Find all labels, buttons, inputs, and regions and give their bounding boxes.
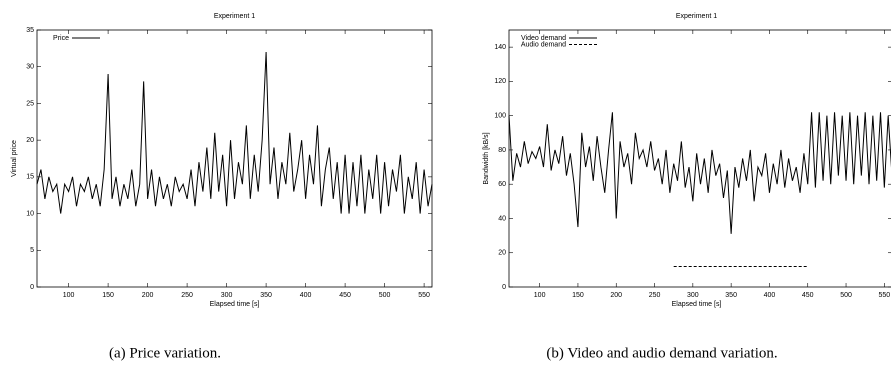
x-tick-label: 500	[840, 292, 852, 299]
y-tick-label: 35	[26, 27, 34, 34]
x-tick-label: 500	[379, 292, 391, 299]
x-tick-label: 350	[260, 292, 272, 299]
x-tick-label: 300	[687, 292, 699, 299]
y-tick-label: 100	[494, 113, 506, 120]
x-tick-label: 250	[181, 292, 193, 299]
y-tick-label: 40	[498, 215, 506, 222]
y-tick-label: 30	[26, 64, 34, 71]
y-tick-label: 140	[494, 44, 506, 51]
chart-title: Experiment 1	[214, 13, 255, 20]
chart-title: Experiment 1	[676, 13, 717, 20]
x-tick-label: 150	[572, 292, 584, 299]
x-tick-label: 300	[221, 292, 233, 299]
x-axis-label: Elapsed time [s]	[672, 301, 722, 308]
x-tick-label: 200	[142, 292, 154, 299]
x-tick-label: 550	[878, 292, 890, 299]
x-tick-label: 100	[63, 292, 75, 299]
series-line	[36, 52, 433, 214]
x-axis-label: Elapsed time [s]	[210, 301, 260, 308]
y-tick-label: 20	[26, 137, 34, 144]
y-tick-label: 25	[26, 100, 34, 107]
x-tick-label: 150	[102, 292, 114, 299]
y-tick-label: 10	[26, 210, 34, 217]
x-tick-label: 450	[339, 292, 351, 299]
legend-label: Audio demand	[521, 41, 566, 48]
y-tick-label: 15	[26, 174, 34, 181]
caption: (a) Price variation.	[109, 345, 221, 361]
x-tick-label: 450	[802, 292, 814, 299]
x-tick-label: 250	[649, 292, 661, 299]
plot-frame	[508, 29, 891, 288]
x-tick-label: 350	[725, 292, 737, 299]
x-tick-label: 400	[764, 292, 776, 299]
y-axis-label: Virtual price	[11, 140, 18, 177]
legend-label: Video demand	[521, 35, 566, 42]
caption: (b) Video and audio demand variation.	[546, 345, 777, 361]
y-tick-label: 20	[498, 250, 506, 257]
y-axis-label: Bandwidth [kB/s]	[483, 132, 490, 184]
x-tick-label: 550	[418, 292, 430, 299]
y-tick-label: 5	[30, 247, 34, 254]
series-line	[508, 112, 891, 234]
y-tick-label: 60	[498, 181, 506, 188]
legend-label: Price	[53, 35, 69, 42]
x-tick-label: 400	[300, 292, 312, 299]
y-tick-label: 80	[498, 147, 506, 154]
x-tick-label: 100	[534, 292, 546, 299]
y-tick-label: 0	[30, 284, 34, 291]
x-tick-label: 200	[610, 292, 622, 299]
plot-frame	[36, 29, 433, 288]
y-tick-label: 120	[494, 78, 506, 85]
y-tick-label: 0	[502, 284, 506, 291]
